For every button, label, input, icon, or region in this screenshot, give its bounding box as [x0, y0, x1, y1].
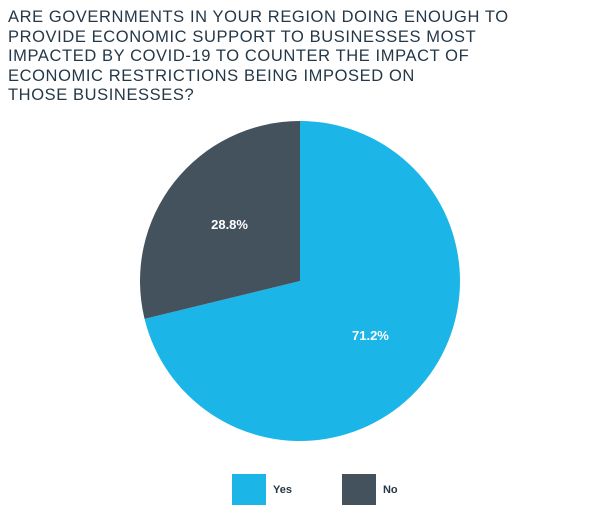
- slice-label-no: 28.8%: [211, 217, 248, 232]
- slice-label-yes: 71.2%: [352, 328, 389, 343]
- legend-swatch-no: [341, 474, 376, 505]
- legend: Yes No: [232, 474, 448, 505]
- legend-label-no: No: [382, 483, 398, 496]
- chart-title-line-2: PROVIDE ECONOMIC SUPPORT TO BUSINESSES M…: [8, 27, 477, 46]
- legend-label-yes: Yes: [273, 483, 292, 496]
- chart-title-line-1: ARE GOVERNMENTS IN YOUR REGION DOING ENO…: [8, 8, 509, 26]
- legend-item-no: No: [341, 474, 398, 505]
- chart-title-line-5: THOSE BUSINESSES?: [8, 86, 195, 104]
- chart-title-line-3: IMPACTED BY COVID-19 TO COUNTER THE IMPA…: [8, 47, 470, 65]
- chart-title: ARE GOVERNMENTS IN YOUR REGION DOING ENO…: [8, 8, 592, 106]
- chart-title-line-4: ECONOMIC RESTRICTIONS BEING IMPOSED ON: [8, 66, 415, 85]
- legend-swatch-yes: [232, 474, 266, 505]
- legend-item-yes: Yes: [232, 474, 292, 505]
- pie-slice-no: [140, 121, 300, 319]
- pie-slice-yes: [144, 121, 461, 441]
